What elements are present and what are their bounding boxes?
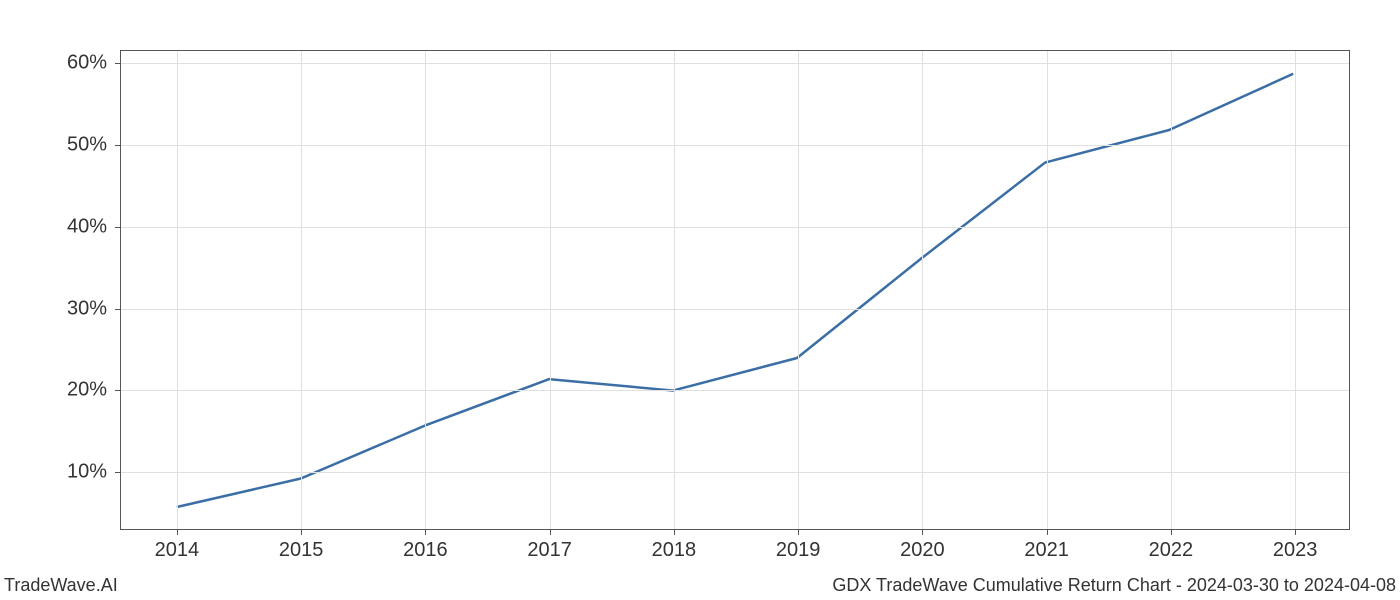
x-axis-label: 2017 [527,539,572,562]
x-axis-label: 2015 [279,539,324,562]
grid-line-horizontal [121,227,1349,228]
y-tick [115,227,121,228]
x-tick [798,529,799,535]
x-tick [550,529,551,535]
grid-line-horizontal [121,145,1349,146]
x-axis-label: 2022 [1149,539,1194,562]
x-axis-label: 2016 [403,539,448,562]
line-chart-svg [121,51,1349,529]
y-tick [115,145,121,146]
grid-line-horizontal [121,309,1349,310]
x-tick [177,529,178,535]
y-axis-label: 40% [67,215,107,238]
x-tick [1047,529,1048,535]
x-axis-label: 2021 [1024,539,1069,562]
x-tick [1295,529,1296,535]
chart-container: 2014201520162017201820192020202120222023… [120,50,1350,530]
grid-line-horizontal [121,63,1349,64]
x-axis-label: 2020 [900,539,945,562]
y-tick [115,472,121,473]
plot-area: 2014201520162017201820192020202120222023… [120,50,1350,530]
grid-line-vertical [674,51,675,529]
grid-line-horizontal [121,472,1349,473]
footer-caption: GDX TradeWave Cumulative Return Chart - … [832,575,1396,596]
grid-line-vertical [1047,51,1048,529]
x-tick [301,529,302,535]
grid-line-vertical [1171,51,1172,529]
grid-line-vertical [1295,51,1296,529]
x-axis-label: 2014 [155,539,200,562]
footer-brand: TradeWave.AI [4,575,118,596]
y-axis-label: 50% [67,134,107,157]
x-axis-label: 2019 [776,539,821,562]
grid-line-vertical [798,51,799,529]
x-tick [1171,529,1172,535]
x-tick [425,529,426,535]
y-tick [115,63,121,64]
grid-line-vertical [177,51,178,529]
grid-line-vertical [425,51,426,529]
y-axis-label: 60% [67,52,107,75]
y-tick [115,309,121,310]
x-tick [922,529,923,535]
data-line [177,74,1293,507]
y-axis-label: 20% [67,379,107,402]
grid-line-vertical [922,51,923,529]
y-tick [115,390,121,391]
x-axis-label: 2018 [652,539,697,562]
grid-line-horizontal [121,390,1349,391]
y-axis-label: 10% [67,461,107,484]
grid-line-vertical [550,51,551,529]
x-axis-label: 2023 [1273,539,1318,562]
grid-line-vertical [301,51,302,529]
y-axis-label: 30% [67,297,107,320]
x-tick [674,529,675,535]
